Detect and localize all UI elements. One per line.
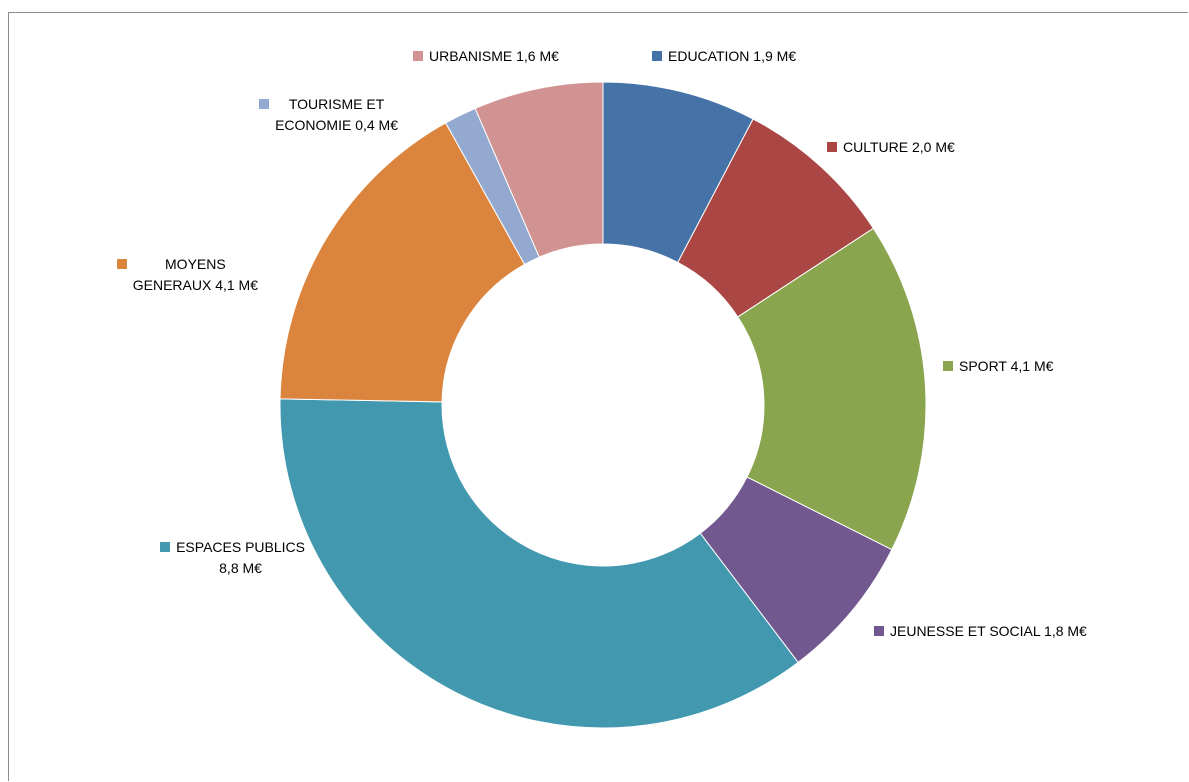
slice-label-education: EDUCATION 1,9 M€ — [652, 46, 796, 67]
swatch-education — [652, 51, 662, 61]
swatch-espaces-publics — [160, 542, 171, 552]
swatch-sport — [943, 361, 953, 371]
slice-label-moyens-generaux: MOYENS GENERAUX 4,1 M€ — [78, 254, 258, 296]
chart-frame — [8, 12, 1188, 781]
label-text-culture: CULTURE 2,0 M€ — [843, 139, 955, 155]
label-text-espaces-publics: ESPACES PUBLICS 8,8 M€ — [176, 539, 305, 576]
slice-espaces-publics — [279, 398, 799, 729]
label-text-jeunesse: JEUNESSE ET SOCIAL 1,8 M€ — [890, 623, 1087, 639]
slice-label-jeunesse: JEUNESSE ET SOCIAL 1,8 M€ — [874, 621, 1087, 642]
slice-sport — [737, 227, 927, 551]
slice-label-culture: CULTURE 2,0 M€ — [827, 137, 955, 158]
swatch-moyens-generaux — [116, 259, 127, 269]
label-text-education: EDUCATION 1,9 M€ — [668, 48, 797, 64]
label-text-urbanisme: URBANISME 1,6 M€ — [429, 48, 559, 64]
swatch-culture — [827, 142, 837, 152]
slice-label-sport: SPORT 4,1 M€ — [943, 356, 1053, 377]
slice-label-urbanisme: URBANISME 1,6 M€ — [413, 46, 559, 67]
slice-urbanisme — [474, 81, 604, 258]
label-text-moyens-generaux: MOYENS GENERAUX 4,1 M€ — [132, 256, 258, 293]
slice-label-tourisme-economie: TOURISME ET ECONOMIE 0,4 M€ — [228, 94, 398, 136]
slice-moyens-generaux — [279, 122, 526, 403]
slice-label-espaces-publics: ESPACES PUBLICS 8,8 M€ — [135, 537, 305, 579]
label-text-tourisme-economie: TOURISME ET ECONOMIE 0,4 M€ — [275, 96, 398, 133]
swatch-jeunesse — [874, 626, 884, 636]
label-text-sport: SPORT 4,1 M€ — [959, 358, 1054, 374]
swatch-tourisme-economie — [259, 99, 270, 109]
swatch-urbanisme — [413, 51, 423, 61]
slices-group — [279, 81, 927, 729]
